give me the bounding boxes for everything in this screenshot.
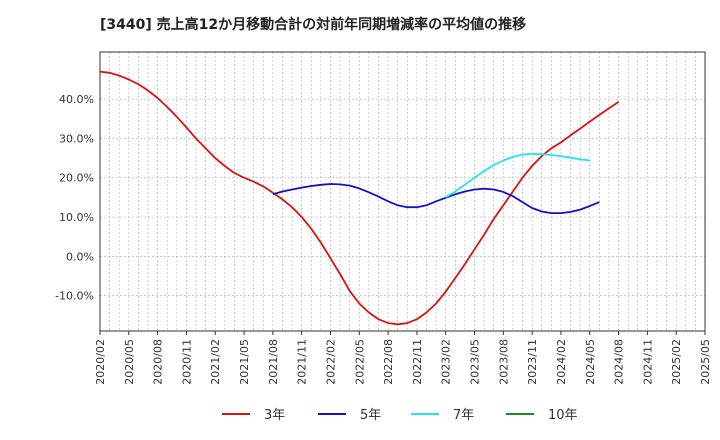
- x-tick-label: 2024/02: [555, 339, 568, 385]
- legend-label-4: 10年: [548, 408, 578, 423]
- legend-label-1: 3年: [264, 408, 285, 423]
- series-line-3: [445, 152, 590, 199]
- x-tick-label: 2022/02: [324, 339, 337, 385]
- x-tick-label: 2020/05: [123, 339, 136, 385]
- x-tick-label: 2024/08: [613, 339, 626, 385]
- series-line-2: [272, 183, 600, 214]
- x-tick-label: 2024/11: [641, 339, 654, 385]
- x-tick-label: 2020/08: [152, 339, 165, 385]
- x-tick-label: 2022/11: [411, 339, 424, 385]
- x-tick-label: 2024/05: [584, 339, 597, 385]
- legend-label-2: 5年: [360, 408, 381, 423]
- x-tick-label: 2022/05: [353, 339, 366, 385]
- x-tick-label: 2021/08: [267, 339, 280, 385]
- x-tick-label: 2025/05: [699, 339, 712, 385]
- x-tick-label: 2025/02: [670, 339, 683, 385]
- x-tick-label: 2023/11: [526, 339, 539, 385]
- legend-label-3: 7年: [453, 408, 474, 423]
- y-tick-label: 30.0%: [59, 132, 94, 145]
- y-tick-label: 10.0%: [59, 211, 94, 224]
- x-tick-label: 2021/11: [296, 339, 309, 385]
- x-tick-label: 2020/11: [180, 339, 193, 385]
- chart-title: [3440] 売上高12か月移動合計の対前年同期増減率の平均値の推移: [100, 17, 527, 33]
- y-tick-label: -10.0%: [55, 290, 94, 303]
- x-tick-label: 2021/05: [238, 339, 251, 385]
- x-tick-label: 2023/05: [469, 339, 482, 385]
- y-tick-label: 0.0%: [66, 250, 94, 263]
- x-tick-label: 2023/02: [440, 339, 453, 385]
- x-tick-label: 2023/08: [497, 339, 510, 385]
- x-tick-label: 2020/02: [94, 339, 107, 385]
- y-tick-label: 40.0%: [59, 93, 94, 106]
- series-line-1: [99, 70, 620, 326]
- plot-frame: [99, 51, 706, 332]
- y-tick-label: 20.0%: [59, 172, 94, 185]
- x-tick-label: 2021/02: [209, 339, 222, 385]
- x-tick-label: 2022/08: [382, 339, 395, 385]
